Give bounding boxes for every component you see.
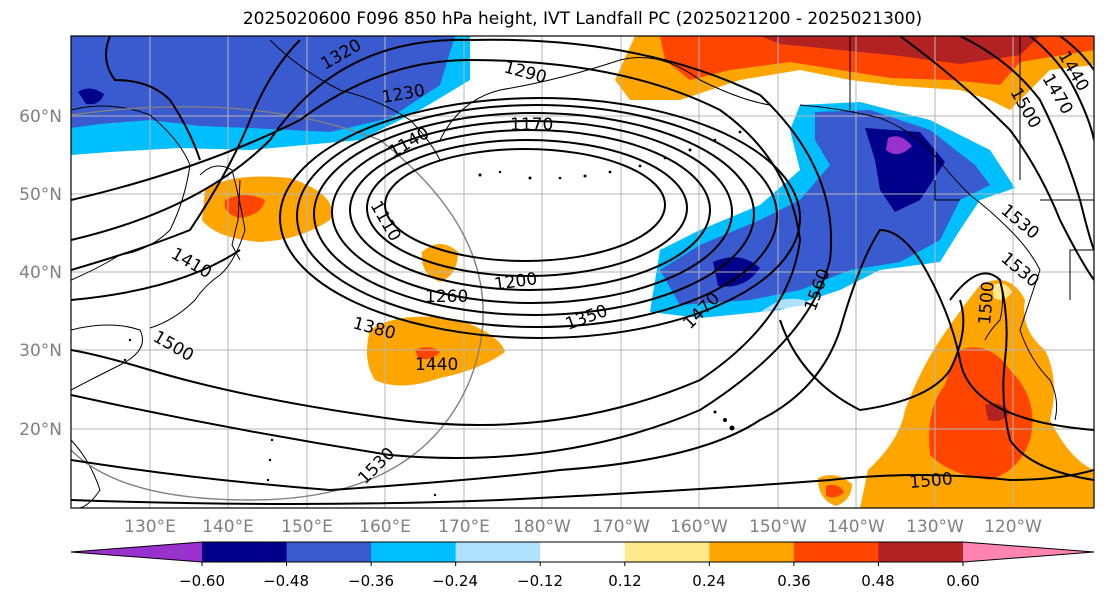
graticule bbox=[71, 36, 1094, 508]
contour-label: 1500 bbox=[909, 469, 954, 493]
colorbar-tick-label: −0.48 bbox=[263, 572, 309, 590]
colorbar-tick-labels: −0.60 −0.48 −0.36 −0.24 −0.12 0.12 0.24 … bbox=[179, 572, 980, 590]
lat-label: 60°N bbox=[19, 107, 62, 127]
colorbar-segment bbox=[202, 542, 288, 562]
contour-label: 1500 bbox=[975, 281, 999, 326]
lon-label: 170°W bbox=[592, 517, 650, 537]
colorbar-segment bbox=[878, 542, 964, 562]
lon-label: 170°E bbox=[438, 517, 490, 537]
lon-label: 140°W bbox=[827, 517, 885, 537]
lon-label: 160°W bbox=[670, 517, 728, 537]
lon-label: 150°E bbox=[281, 517, 333, 537]
map-frame bbox=[70, 35, 1095, 509]
colorbar bbox=[70, 541, 1095, 566]
lon-label: 140°E bbox=[202, 517, 254, 537]
colorbar-tick-label: 0.36 bbox=[777, 572, 810, 590]
colorbar-segment bbox=[709, 542, 795, 562]
colorbar-tick-label: 0.60 bbox=[946, 572, 979, 590]
colorbar-segment bbox=[286, 542, 372, 562]
colorbar-extend-low bbox=[71, 542, 202, 562]
colorbar-segment bbox=[371, 542, 457, 562]
lon-label: 150°W bbox=[749, 517, 807, 537]
colorbar-tick-label: 0.12 bbox=[608, 572, 641, 590]
lat-label: 50°N bbox=[19, 185, 62, 205]
latitude-labels: 60°N 50°N 40°N 30°N 20°N bbox=[19, 107, 62, 440]
map-title: 2025020600 F096 850 hPa height, IVT Land… bbox=[242, 9, 923, 29]
colorbar-segment bbox=[540, 542, 626, 562]
coastlines bbox=[71, 36, 1094, 508]
lat-label: 30°N bbox=[19, 341, 62, 361]
ivt-negative-fields bbox=[71, 36, 1015, 318]
ivt-positive-fields bbox=[202, 36, 1094, 508]
lon-label: 180°W bbox=[513, 517, 571, 537]
colorbar-segment bbox=[624, 542, 710, 562]
colorbar-tick-label: −0.60 bbox=[179, 572, 225, 590]
colorbar-tick-label: 0.24 bbox=[692, 572, 725, 590]
contour-label: 1260 bbox=[425, 287, 468, 307]
contour-label: 1170 bbox=[510, 115, 553, 135]
lon-label: 130°W bbox=[906, 517, 964, 537]
colorbar-tick-label: −0.12 bbox=[517, 572, 563, 590]
longitude-labels: 130°E 140°E 150°E 160°E 170°E 180°W 170°… bbox=[124, 517, 1042, 537]
colorbar-segment bbox=[455, 542, 541, 562]
map-plot-area: 1320 1290 1230 1170 1140 1110 1410 1200 … bbox=[71, 36, 1094, 508]
lat-label: 40°N bbox=[19, 263, 62, 283]
colorbar-tick-label: −0.24 bbox=[432, 572, 478, 590]
contour-label: 1440 bbox=[415, 355, 458, 375]
lon-label: 120°W bbox=[984, 517, 1042, 537]
colorbar-tick-label: 0.48 bbox=[861, 572, 894, 590]
lon-label: 160°E bbox=[359, 517, 411, 537]
landfall-region-arc bbox=[71, 105, 484, 501]
lat-label: 20°N bbox=[19, 420, 62, 440]
colorbar-segment bbox=[793, 542, 879, 562]
height-contours bbox=[71, 36, 1094, 505]
colorbar-tick-label: −0.36 bbox=[348, 572, 394, 590]
lon-label: 130°E bbox=[124, 517, 176, 537]
colorbar-extend-high bbox=[963, 542, 1094, 562]
